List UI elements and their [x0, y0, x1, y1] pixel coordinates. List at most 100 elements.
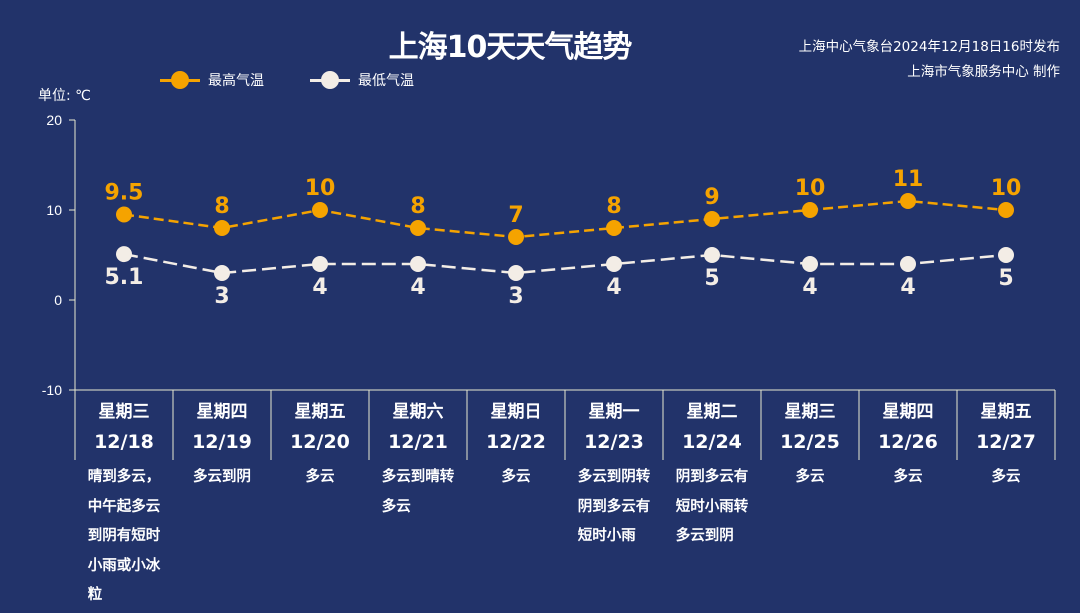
- data-point-high: [900, 193, 916, 209]
- data-point-low: [704, 247, 720, 263]
- data-label-high: 10: [305, 176, 336, 201]
- legend-item-low: 最低气温: [310, 70, 414, 90]
- date-label: 12/22: [486, 431, 546, 453]
- legend-label-high: 最高气温: [208, 73, 264, 89]
- data-label-low: 4: [410, 275, 425, 300]
- date-label: 12/18: [94, 431, 154, 453]
- data-label-high: 9: [704, 185, 719, 210]
- weather-description-text: 多云到阴: [193, 469, 251, 485]
- weather-description-text: 多云到晴转 多云: [381, 469, 455, 515]
- date-cell: 星期三 12/18: [75, 390, 173, 460]
- data-label-low: 4: [802, 275, 817, 300]
- data-label-low: 4: [606, 275, 621, 300]
- data-label-high: 9.5: [105, 181, 144, 206]
- y-tick-label: 0: [54, 292, 62, 308]
- data-label-low: 5.1: [105, 265, 144, 290]
- data-point-high: [508, 229, 524, 245]
- y-tick-label: -10: [42, 382, 62, 398]
- date-label: 12/23: [584, 431, 644, 453]
- weekday-label: 星期二: [686, 402, 738, 422]
- data-label-low: 3: [508, 284, 523, 309]
- legend-marker-low: [310, 70, 350, 90]
- y-tick-label: 10: [46, 202, 62, 218]
- data-label-high: 10: [795, 176, 826, 201]
- legend-item-high: 最高气温: [160, 70, 264, 90]
- data-point-low: [606, 256, 622, 272]
- weather-description-text: 多云: [795, 469, 825, 485]
- data-point-high: [704, 211, 720, 227]
- date-cell: 星期四 12/26: [859, 390, 957, 460]
- legend-label-low: 最低气温: [358, 73, 414, 89]
- data-point-high: [214, 220, 230, 236]
- weather-description: 晴到多云， 中午起多云 到阴有短时 小雨或小冰 粒: [75, 463, 173, 611]
- weather-description-text: 多云到阴转 阴到多云有 短时小雨: [577, 469, 651, 544]
- data-point-low: [508, 265, 524, 281]
- weather-description: 多云: [761, 463, 859, 493]
- date-label: 12/27: [976, 431, 1036, 453]
- date-cell: 星期五 12/20: [271, 390, 369, 460]
- weather-description: 阴到多云有 短时小雨转 多云到阴: [663, 463, 761, 552]
- data-point-high: [802, 202, 818, 218]
- weekday-label: 星期日: [490, 402, 542, 422]
- weather-description: 多云到阴: [173, 463, 271, 493]
- data-label-high: 11: [893, 167, 924, 192]
- unit-label: 单位: ℃: [38, 88, 91, 104]
- data-point-high: [410, 220, 426, 236]
- y-tick-label: 20: [46, 112, 62, 128]
- weekday-label: 星期三: [784, 402, 836, 422]
- weekday-label: 星期三: [98, 402, 150, 422]
- date-label: 12/26: [878, 431, 938, 453]
- weekday-label: 星期五: [980, 402, 1032, 422]
- data-label-low: 5: [998, 266, 1013, 291]
- weather-description: 多云: [859, 463, 957, 493]
- legend-marker-high: [160, 70, 200, 90]
- weather-description-text: 多云: [991, 469, 1021, 485]
- date-cell: 星期日 12/22: [467, 390, 565, 460]
- weather-description-text: 多云: [501, 469, 531, 485]
- data-label-high: 10: [991, 176, 1022, 201]
- date-cell: 星期三 12/25: [761, 390, 859, 460]
- data-label-high: 8: [606, 194, 621, 219]
- date-cell: 星期一 12/23: [565, 390, 663, 460]
- data-label-low: 4: [900, 275, 915, 300]
- date-cell: 星期四 12/19: [173, 390, 271, 460]
- weekday-label: 星期六: [392, 402, 444, 422]
- data-label-low: 3: [214, 284, 229, 309]
- data-point-low: [116, 246, 132, 263]
- date-label: 12/24: [682, 431, 742, 453]
- data-point-high: [998, 202, 1014, 218]
- weather-description: 多云: [271, 463, 369, 493]
- series-line-low: [123, 252, 1007, 275]
- chart-title: 上海10天天气趋势: [388, 30, 633, 65]
- data-point-high: [606, 220, 622, 236]
- series-line-high: [123, 199, 1007, 239]
- data-point-high: [312, 202, 328, 218]
- weather-description: 多云: [957, 463, 1055, 493]
- date-label: 12/25: [780, 431, 840, 453]
- weather-description-text: 多云: [305, 469, 335, 485]
- data-point-low: [312, 256, 328, 272]
- weather-description-text: 多云: [893, 469, 923, 485]
- date-label: 12/19: [192, 431, 252, 453]
- date-label: 12/21: [388, 431, 448, 453]
- data-label-high: 8: [214, 194, 229, 219]
- date-cell: 星期六 12/21: [369, 390, 467, 460]
- data-point-low: [998, 247, 1014, 263]
- weather-description: 多云: [467, 463, 565, 493]
- data-label-low: 4: [312, 275, 327, 300]
- data-label-high: 8: [410, 194, 425, 219]
- weekday-label: 星期五: [294, 402, 346, 422]
- source-line-maker: 上海市气象服务中心 制作: [907, 64, 1060, 80]
- data-point-low: [900, 256, 916, 272]
- weather-description: 多云到阴转 阴到多云有 短时小雨: [565, 463, 663, 552]
- weather-description-text: 晴到多云， 中午起多云 到阴有短时 小雨或小冰 粒: [87, 469, 161, 603]
- data-label-high: 7: [508, 203, 523, 228]
- weather-description: 多云到晴转 多云: [369, 463, 467, 522]
- data-label-low: 5: [704, 266, 719, 291]
- weather-description-text: 阴到多云有 短时小雨转 多云到阴: [675, 469, 749, 544]
- source-line-publish: 上海中心气象台2024年12月18日16时发布: [798, 39, 1060, 55]
- date-cell: 星期二 12/24: [663, 390, 761, 460]
- weekday-label: 星期四: [882, 402, 934, 422]
